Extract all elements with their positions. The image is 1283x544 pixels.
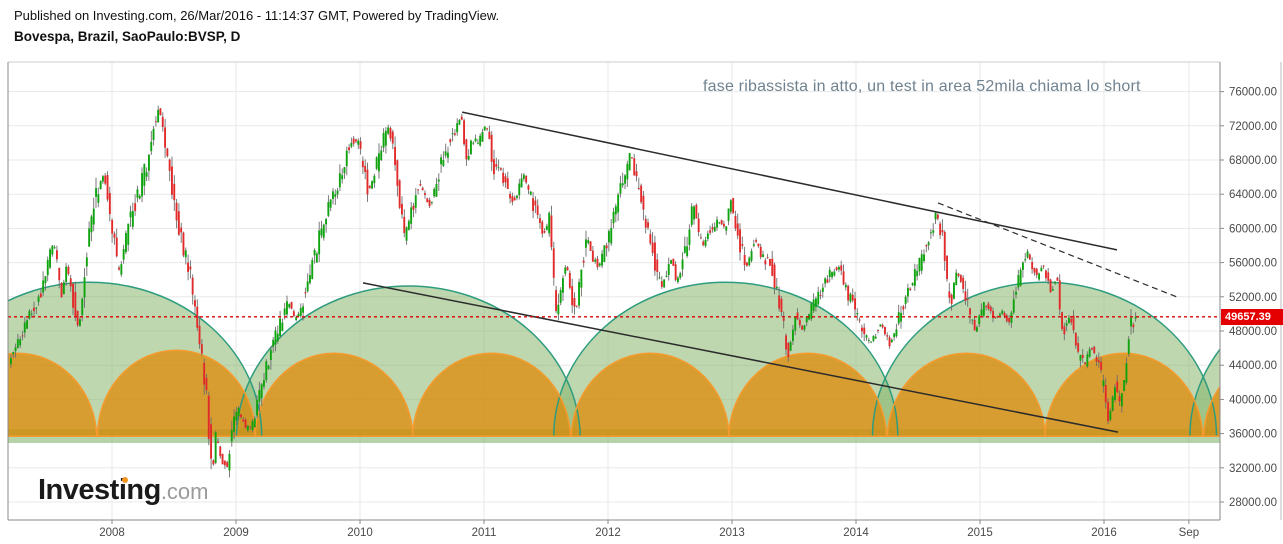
- svg-text:64000.00: 64000.00: [1229, 189, 1277, 201]
- svg-text:2010: 2010: [347, 527, 373, 539]
- svg-text:48000.00: 48000.00: [1229, 326, 1277, 338]
- svg-text:52000.00: 52000.00: [1229, 292, 1277, 304]
- trendlines[interactable]: [362, 111, 1178, 433]
- chart-frame: [7, 61, 1282, 521]
- publish-info: Published on Investing.com, 26/Mar/2016 …: [14, 8, 500, 23]
- logo-flame-icon: [122, 477, 128, 483]
- svg-text:60000.00: 60000.00: [1229, 223, 1277, 235]
- logo-tld-text: .com: [160, 479, 209, 504]
- svg-text:44000.00: 44000.00: [1229, 360, 1277, 372]
- x-axis-labels[interactable]: 2008 2009 2010 2011 2012 2013 2014 2015 2016 Sep: [99, 520, 1199, 539]
- y-axis-labels[interactable]: 76000.00 72000.00 68000.00 64000.00 60000.00…: [1220, 87, 1277, 509]
- svg-text:2014: 2014: [843, 527, 869, 539]
- cycle-arcs-orange: [8, 350, 1220, 437]
- svg-text:2012: 2012: [595, 527, 621, 539]
- logo-brand-text: Investing: [38, 474, 161, 506]
- svg-text:36000.00: 36000.00: [1229, 429, 1277, 441]
- svg-text:76000.00: 76000.00: [1229, 87, 1277, 99]
- chart-annotation: fase ribassista in atto, un test in area…: [703, 78, 1141, 95]
- svg-text:2008: 2008: [99, 527, 125, 539]
- svg-text:2011: 2011: [472, 527, 497, 539]
- last-price-label: 49657.39: [1221, 309, 1283, 325]
- svg-text:40000.00: 40000.00: [1229, 394, 1277, 406]
- svg-text:2016: 2016: [1091, 527, 1117, 539]
- svg-text:2009: 2009: [223, 527, 249, 539]
- svg-text:28000.00: 28000.00: [1229, 497, 1277, 509]
- svg-text:2015: 2015: [967, 527, 993, 539]
- investing-logo: Investing.com: [38, 474, 209, 508]
- svg-text:32000.00: 32000.00: [1229, 463, 1277, 475]
- svg-text:2013: 2013: [719, 527, 745, 539]
- svg-text:68000.00: 68000.00: [1229, 155, 1277, 167]
- candlesticks: [10, 105, 1137, 478]
- svg-text:72000.00: 72000.00: [1229, 121, 1277, 133]
- svg-text:Sep: Sep: [1179, 527, 1199, 539]
- svg-text:56000.00: 56000.00: [1229, 258, 1277, 270]
- symbol-title: Bovespa, Brazil, SaoPaulo:BVSP, D: [14, 29, 241, 44]
